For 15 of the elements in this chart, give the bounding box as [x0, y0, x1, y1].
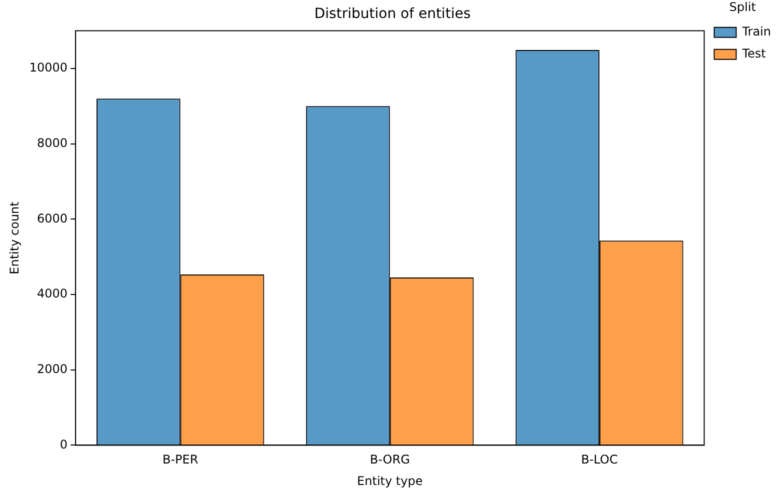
x-tick-label: B-PER [162, 452, 198, 467]
y-tick-label: 2000 [37, 362, 68, 376]
x-axis-title: Entity type [357, 474, 423, 488]
y-tick-label: 6000 [37, 211, 68, 226]
y-tick-label: 8000 [37, 136, 68, 150]
legend-title: Split [729, 0, 756, 14]
chart-title: Distribution of entities [314, 6, 471, 22]
legend-label: Test [741, 46, 766, 61]
y-tick-label: 10000 [29, 60, 68, 75]
x-tick-label: B-ORG [370, 452, 410, 467]
y-tick-label: 0 [60, 437, 68, 452]
y-tick-label: 4000 [37, 286, 68, 301]
legend-label: Train [741, 24, 772, 39]
x-tick-label: B-LOC [581, 452, 618, 467]
y-axis-title: Entity count [7, 201, 22, 274]
